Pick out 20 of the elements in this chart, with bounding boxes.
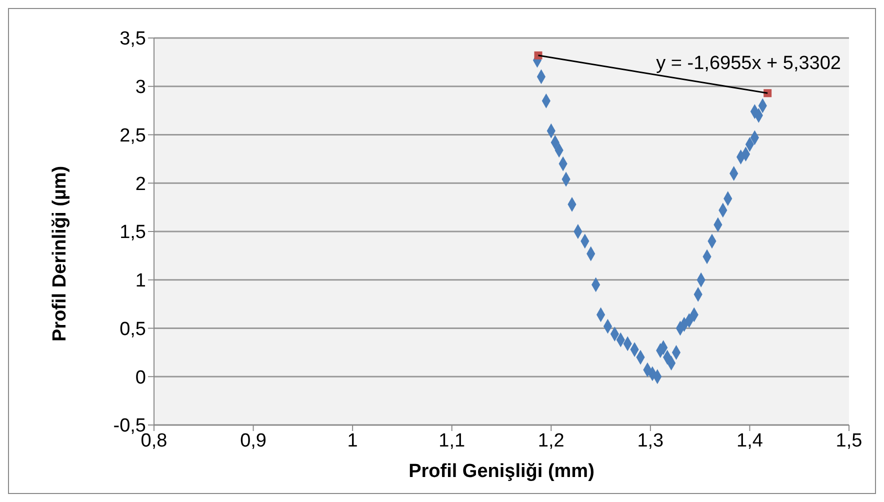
x-tick-label: 1,4 bbox=[736, 430, 764, 452]
y-tick-label: 3,5 bbox=[120, 28, 146, 50]
x-axis-title: Profil Genişliği (mm) bbox=[408, 461, 594, 482]
y-tick-label: 1,5 bbox=[120, 222, 146, 244]
x-tick-label: 0,9 bbox=[240, 430, 266, 452]
y-tick-label: 1 bbox=[135, 270, 146, 292]
point bbox=[764, 89, 772, 98]
x-tick-label: 1,1 bbox=[438, 430, 466, 452]
y-tick-label: 0 bbox=[135, 367, 146, 388]
y-axis-title: Profil Derinliği (µm) bbox=[50, 166, 71, 342]
y-tick-label: 2 bbox=[135, 174, 146, 195]
x-tick-label: 1,5 bbox=[836, 430, 862, 452]
x-tick-label: 1 bbox=[347, 430, 358, 452]
y-tick-label: 0,5 bbox=[120, 318, 146, 340]
y-tick-label: 2,5 bbox=[120, 125, 146, 146]
y-tick-label: 3 bbox=[135, 77, 146, 98]
x-tick-label: 1,3 bbox=[637, 430, 664, 452]
x-tick-label: 1,2 bbox=[538, 430, 564, 452]
point bbox=[534, 51, 542, 60]
annotation: y = -1,6955x + 5,3302 bbox=[656, 53, 841, 75]
